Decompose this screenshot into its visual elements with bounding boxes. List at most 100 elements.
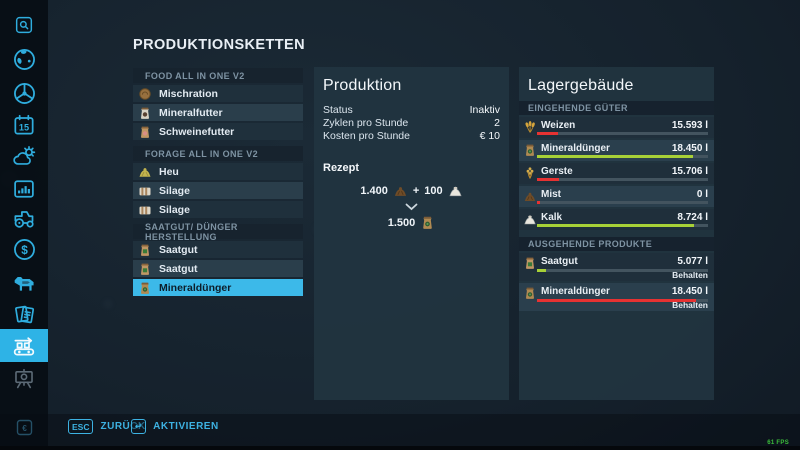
list-group-header: FOOD ALL IN ONE V2	[133, 68, 303, 83]
storage-row-value: 15.706 l	[671, 166, 708, 177]
list-item-silage-1[interactable]: Silage	[133, 182, 303, 199]
recipe-input-amount: 100	[424, 184, 443, 197]
sidebar-money-button[interactable]: €	[0, 412, 48, 442]
storage-row-value: 0 l	[696, 189, 708, 200]
production-panel-title: Produktion	[323, 77, 402, 94]
bokeh-light	[104, 300, 112, 308]
sidebar-finances-button[interactable]: $	[0, 234, 48, 264]
page-title: PRODUKTIONSKETTEN	[133, 37, 305, 53]
storage-row-value: 18.450 l	[671, 286, 708, 297]
activate-button-label: AKTIVIEREN	[153, 421, 219, 432]
recipe-plus: +	[412, 184, 420, 197]
list-item-heu[interactable]: Heu	[133, 163, 303, 180]
euro-icon: €	[14, 417, 35, 438]
costs-label: Kosten pro Stunde	[323, 130, 410, 142]
list-item-mineralduenger[interactable]: Mineraldünger	[133, 279, 303, 296]
barley-icon	[523, 166, 537, 180]
costs-value: € 10	[479, 130, 500, 142]
fps-counter: 61 FPS	[767, 440, 789, 446]
activate-button[interactable]: ↵ AKTIVIEREN	[131, 419, 219, 434]
list-item-label: Mischration	[159, 87, 218, 100]
list-item-label: Silage	[159, 184, 190, 197]
recipe-output: 1.500	[314, 215, 509, 230]
list-item-label: Mineraldünger	[159, 281, 232, 294]
documents-icon	[11, 301, 38, 328]
storage-panel-title: Lagergebäude	[528, 77, 634, 94]
manure-icon	[523, 189, 537, 203]
seed-bag-icon	[138, 243, 152, 257]
sidebar-statistics-button[interactable]	[0, 174, 48, 204]
seed-bag-icon	[138, 262, 152, 276]
storage-row-value: 5.077 l	[677, 256, 708, 267]
fertilizer-bag-icon	[523, 286, 537, 300]
costs-row: Kosten pro Stunde € 10	[314, 130, 509, 143]
enter-keycap: ↵	[131, 419, 147, 434]
list-item-mineralfutter[interactable]: Mineralfutter	[133, 104, 303, 121]
pig-feed-bag-icon	[138, 125, 152, 139]
sidebar-map-zoom-button[interactable]	[0, 10, 48, 40]
sidebar-calendar-button[interactable]: 15	[0, 110, 48, 140]
production-chain-list: FOOD ALL IN ONE V2 Mischration Mineralfu…	[133, 68, 303, 296]
sidebar-training-button[interactable]	[0, 364, 48, 394]
list-group-header: SAATGUT/ DÜNGER HERSTELLUNG	[133, 222, 303, 242]
svg-text:$: $	[21, 242, 28, 256]
storage-row-name: Mineraldünger	[541, 143, 610, 154]
list-item-schweinefutter[interactable]: Schweinefutter	[133, 123, 303, 140]
list-item-saatgut-2[interactable]: Saatgut	[133, 260, 303, 277]
chevron-down-icon	[314, 203, 509, 211]
fertilizer-bag-icon	[138, 281, 152, 295]
steering-wheel-icon	[11, 80, 38, 107]
sidebar: 15 $ €	[0, 0, 48, 450]
sidebar-contracts-button[interactable]	[0, 299, 48, 329]
output-mode-toggle[interactable]: Behalten	[672, 270, 708, 280]
silage-bale-icon	[138, 184, 152, 198]
mixed-ration-icon	[138, 87, 152, 101]
tractor-icon	[10, 205, 38, 233]
esc-keycap: ESC	[68, 419, 94, 434]
recipe-input-amount: 1.400	[360, 184, 388, 197]
fill-level-bar	[537, 224, 708, 227]
bar-chart-icon	[11, 176, 37, 202]
list-item-label: Silage	[159, 203, 190, 216]
list-item-label: Saatgut	[159, 262, 198, 275]
calendar-icon: 15	[11, 112, 37, 138]
wheat-icon	[523, 120, 537, 134]
sidebar-map-button[interactable]	[0, 44, 48, 74]
footer-bar: ESC ZURÜCK ↵ AKTIVIEREN	[0, 414, 800, 447]
cow-icon	[10, 269, 38, 297]
fill-level-bar	[537, 299, 708, 302]
silage-bale-icon	[138, 203, 152, 217]
sidebar-weather-button[interactable]	[0, 141, 48, 171]
fill-level-bar	[537, 155, 708, 158]
storage-row-mist: Mist 0 l	[519, 186, 714, 207]
list-item-mischration[interactable]: Mischration	[133, 85, 303, 102]
cycles-label: Zyklen pro Stunde	[323, 117, 409, 129]
storage-row-name: Kalk	[541, 212, 563, 223]
storage-row-name: Mist	[541, 189, 561, 200]
presentation-board-icon	[11, 366, 37, 392]
sidebar-vehicles-button[interactable]	[0, 78, 48, 108]
fertilizer-bag-icon	[420, 215, 435, 230]
back-button-label: ZURÜCK	[100, 421, 146, 432]
storage-row-value: 18.450 l	[671, 143, 708, 154]
lime-icon	[523, 212, 537, 226]
status-value: Inaktiv	[469, 104, 500, 116]
sidebar-animals-button[interactable]	[0, 268, 48, 298]
back-button[interactable]: ESC ZURÜCK	[68, 419, 146, 434]
list-item-saatgut-1[interactable]: Saatgut	[133, 241, 303, 258]
incoming-goods-header: EINGEHENDE GÜTER	[519, 101, 714, 115]
cycles-row: Zyklen pro Stunde 2	[314, 117, 509, 130]
manure-icon	[393, 183, 408, 198]
output-mode-toggle[interactable]: Behalten	[672, 300, 708, 310]
list-item-silage-2[interactable]: Silage	[133, 201, 303, 218]
production-panel: Produktion Status Inaktiv Zyklen pro Stu…	[314, 67, 509, 400]
list-item-label: Saatgut	[159, 243, 198, 256]
list-item-label: Mineralfutter	[159, 106, 223, 119]
fill-level-bar	[537, 132, 708, 135]
storage-row-mineralduenger-in: Mineraldünger 18.450 l	[519, 140, 714, 161]
production-info: Status Inaktiv Zyklen pro Stunde 2 Koste…	[314, 104, 509, 143]
calendar-day-label: 15	[19, 122, 29, 132]
sidebar-production-button[interactable]	[0, 329, 48, 362]
sidebar-garage-button[interactable]	[0, 204, 48, 234]
